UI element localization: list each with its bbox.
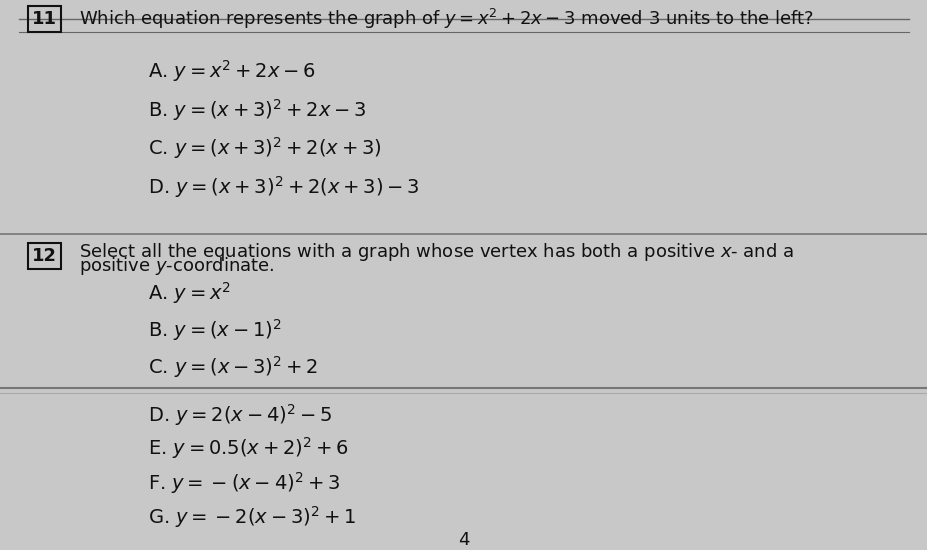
Text: D. $y=2(x-4)^2-5$: D. $y=2(x-4)^2-5$	[148, 402, 333, 428]
Text: F. $y=-(x-4)^2+3$: F. $y=-(x-4)^2+3$	[148, 470, 340, 496]
Text: 11: 11	[32, 10, 57, 28]
Text: Which equation represents the graph of $y=x^2+2x-3$ moved 3 units to the left?: Which equation represents the graph of $…	[79, 7, 813, 31]
Text: A. $y=x^2+2x-6$: A. $y=x^2+2x-6$	[148, 58, 316, 85]
Text: 4: 4	[458, 531, 469, 549]
Text: Select all the equations with a graph whose vertex has both a positive $x$- and : Select all the equations with a graph wh…	[79, 241, 793, 263]
Text: positive $y$-coordinate.: positive $y$-coordinate.	[79, 255, 274, 277]
Text: E. $y=0.5(x+2)^2+6$: E. $y=0.5(x+2)^2+6$	[148, 435, 349, 461]
Text: B. $y=(x+3)^2+2x-3$: B. $y=(x+3)^2+2x-3$	[148, 97, 366, 123]
Text: B. $y=(x-1)^2$: B. $y=(x-1)^2$	[148, 317, 282, 343]
Text: C. $y=(x+3)^2+2(x+3)$: C. $y=(x+3)^2+2(x+3)$	[148, 135, 382, 162]
Text: D. $y=(x+3)^2+2(x+3)-3$: D. $y=(x+3)^2+2(x+3)-3$	[148, 174, 420, 200]
Text: C. $y=(x-3)^2+2$: C. $y=(x-3)^2+2$	[148, 354, 319, 380]
Text: 12: 12	[32, 247, 57, 265]
Text: G. $y=-2(x-3)^2+1$: G. $y=-2(x-3)^2+1$	[148, 504, 357, 530]
Text: A. $y=x^2$: A. $y=x^2$	[148, 280, 231, 306]
